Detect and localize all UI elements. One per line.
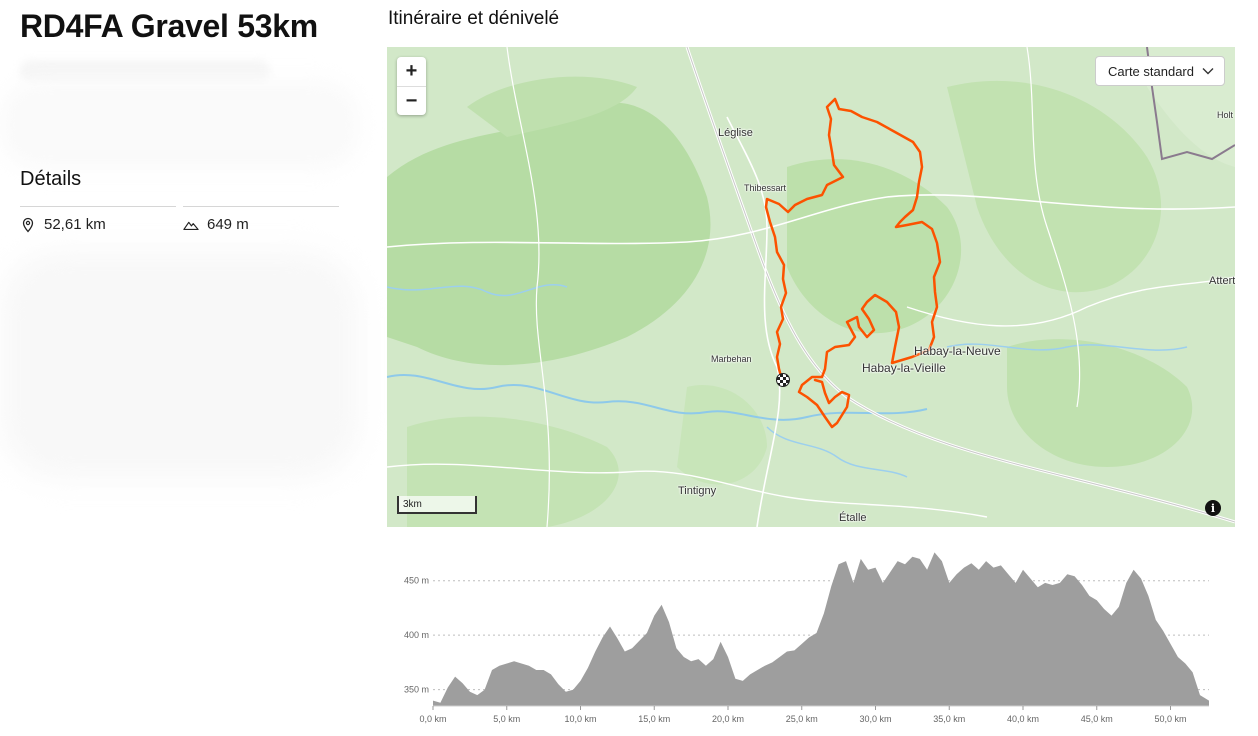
map-label-attert: Attert <box>1209 275 1235 287</box>
elevation-chart: 350 m 400 m 450 m 0,0 km 5,0 km 10,0 km 15,0 k… <box>404 552 1209 724</box>
blurred-panel-bottom <box>0 250 360 480</box>
x-tick-label: 20,0 km <box>712 714 744 724</box>
distance-stat: 52,61 km <box>20 206 176 233</box>
elevation-gain-value: 649 m <box>207 216 249 233</box>
route-title: RD4FA Gravel 53km <box>20 8 318 44</box>
x-tick-label: 5,0 km <box>493 714 520 724</box>
x-tick-label: 10,0 km <box>564 714 596 724</box>
minus-icon: − <box>405 90 418 112</box>
map-label-tintigny: Tintigny <box>678 485 717 497</box>
elevation-gain-stat: 649 m <box>183 206 339 233</box>
y-tick-label: 350 m <box>404 685 429 695</box>
y-tick-label: 450 m <box>404 576 429 586</box>
map-label-leglise: Léglise <box>718 127 753 139</box>
blurred-panel-top <box>0 80 360 170</box>
map-label-habay-la-vieille: Habay-la-Vieille <box>862 361 946 375</box>
map-type-select[interactable]: Carte standard <box>1095 56 1225 86</box>
map-label-habay-la-neuve: Habay-la-Neuve <box>914 344 1001 358</box>
distance-value: 52,61 km <box>44 216 106 233</box>
y-tick-label: 400 m <box>404 630 429 640</box>
info-icon[interactable]: i <box>1205 500 1221 516</box>
route-subtitle-blurred <box>20 60 270 82</box>
map-base <box>387 47 1235 527</box>
location-pin-icon <box>20 217 36 233</box>
scale-label: 3km <box>403 499 422 510</box>
x-tick-label: 40,0 km <box>1007 714 1039 724</box>
section-title: Itinéraire et dénivelé <box>388 8 560 29</box>
zoom-in-button[interactable]: + <box>397 57 426 86</box>
map-label-thibessart: Thibessart <box>744 183 787 193</box>
plus-icon: + <box>405 60 418 82</box>
map-type-label: Carte standard <box>1108 63 1194 79</box>
zoom-out-button[interactable]: − <box>397 86 426 116</box>
map-label-etalle: Étalle <box>839 512 867 524</box>
map-label-holt: Holt <box>1217 110 1234 120</box>
map-label-marbehan: Marbehan <box>711 354 752 364</box>
details-heading: Détails <box>20 168 82 190</box>
x-tick-label: 30,0 km <box>859 714 891 724</box>
zoom-controls: + − <box>397 57 426 115</box>
x-tick-label: 35,0 km <box>933 714 965 724</box>
info-label: i <box>1210 501 1216 515</box>
checkered-flag-icon <box>776 373 790 387</box>
x-tick-label: 15,0 km <box>638 714 670 724</box>
x-tick-label: 45,0 km <box>1081 714 1113 724</box>
route-map[interactable]: Léglise Thibessart Marbehan Habay-la-Neu… <box>387 47 1235 527</box>
mountain-icon <box>183 217 199 233</box>
elevation-area <box>433 552 1209 706</box>
x-tick-label: 0,0 km <box>419 714 446 724</box>
chevron-down-icon <box>1202 67 1214 75</box>
x-tick-label: 50,0 km <box>1154 714 1186 724</box>
map-scale: 3km <box>397 496 477 514</box>
x-tick-label: 25,0 km <box>786 714 818 724</box>
